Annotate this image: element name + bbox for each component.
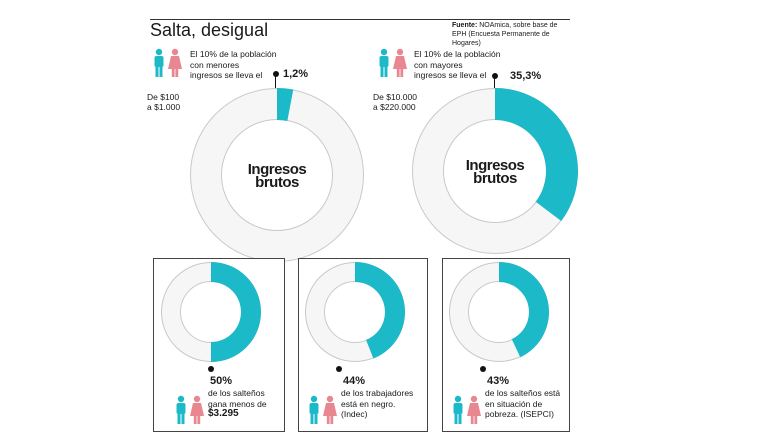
left-center-line2: brutos	[255, 174, 299, 191]
man-woman-icon	[309, 395, 337, 424]
left-donut-center-label: Ingresos brutos	[237, 161, 317, 191]
right-desc-line2: con mayores	[414, 59, 463, 70]
right-range-line1: De $10.000	[373, 92, 417, 102]
left-center-line1: Ingresos	[247, 161, 307, 178]
card-1-pct: 50%	[210, 375, 233, 387]
card-1-pointer-dot	[208, 366, 214, 372]
left-pointer-line	[275, 76, 276, 94]
left-pointer-dot	[273, 71, 279, 77]
left-donut-chart	[190, 88, 364, 262]
right-pointer-dot	[492, 73, 498, 79]
right-donut-center-label: Ingresos brutos	[455, 157, 535, 187]
card-2-pct: 44%	[343, 375, 366, 387]
card-1-line1: de los salteños	[208, 388, 265, 398]
left-range: De $100 a $1.000	[147, 92, 180, 112]
right-donut-chart	[412, 88, 578, 254]
right-range: De $10.000 a $220.000	[373, 92, 417, 112]
left-desc-line2: con menores	[190, 59, 240, 70]
card-2-pointer-dot	[336, 366, 342, 372]
right-pct-label: 35,3%	[510, 70, 542, 82]
source-note: Fuente: NOAmica, sobre base de EPH (Encu…	[452, 21, 570, 48]
card-2-line3: (Indec)	[341, 409, 368, 419]
card-3-line1: de los salteños está	[485, 388, 561, 398]
card-2-line1: de los trabajadores	[341, 388, 414, 398]
card-3-description: de los salteños está en situación de pob…	[485, 388, 560, 420]
right-center-line1: Ingresos	[465, 157, 525, 174]
left-range-line1: De $100	[147, 92, 180, 102]
man-woman-icon	[379, 48, 407, 77]
page-title: Salta, desigual	[150, 20, 269, 40]
card-2-donut-chart	[305, 262, 405, 362]
card-3-pointer-dot	[480, 366, 486, 372]
card-3-donut-slice	[499, 262, 549, 358]
man-woman-icon	[453, 395, 481, 424]
card-1-description: de los salteños gana menos de $3.295	[208, 388, 267, 420]
card-1-line2: gana menos de	[208, 398, 267, 409]
card-2-line2: está en negro.	[341, 398, 396, 409]
card-3-donut-chart	[449, 262, 549, 362]
left-donut-slice	[277, 88, 294, 121]
source-text: NOAmica, sobre base de EPH (Encuesta Per…	[452, 22, 558, 47]
card-3-line3: pobreza. (ISEPCI)	[485, 409, 554, 419]
card-2-description: de los trabajadores está en negro. (Inde…	[341, 388, 413, 420]
right-description: El 10% de la población con mayores ingre…	[414, 49, 500, 81]
left-pct-label: 1,2%	[283, 68, 309, 80]
card-3-line2: en situación de	[485, 398, 543, 409]
man-woman-icon	[154, 48, 182, 77]
card-1-line3: $3.295	[208, 408, 239, 419]
right-center-line2: brutos	[473, 170, 517, 187]
title-rule	[150, 19, 570, 20]
card-1-donut-chart	[161, 262, 261, 362]
card-3-pct: 43%	[487, 375, 510, 387]
left-description: El 10% de la población con menores ingre…	[190, 49, 276, 81]
right-desc-line1: El 10% de la población	[414, 49, 501, 59]
right-desc-line3: ingresos se lleva el	[414, 70, 487, 80]
left-desc-line3: ingresos se lleva el	[190, 70, 263, 80]
source-label: Fuente:	[452, 22, 478, 29]
right-pointer-line	[494, 78, 495, 94]
right-donut-slice	[495, 88, 578, 222]
right-range-line2: a $220.000	[373, 102, 416, 112]
card-2-donut-slice	[355, 262, 405, 359]
left-desc-line1: El 10% de la población	[190, 49, 277, 59]
man-woman-icon	[176, 395, 204, 424]
card-1-donut-slice	[211, 262, 261, 362]
left-range-line2: a $1.000	[147, 102, 181, 112]
